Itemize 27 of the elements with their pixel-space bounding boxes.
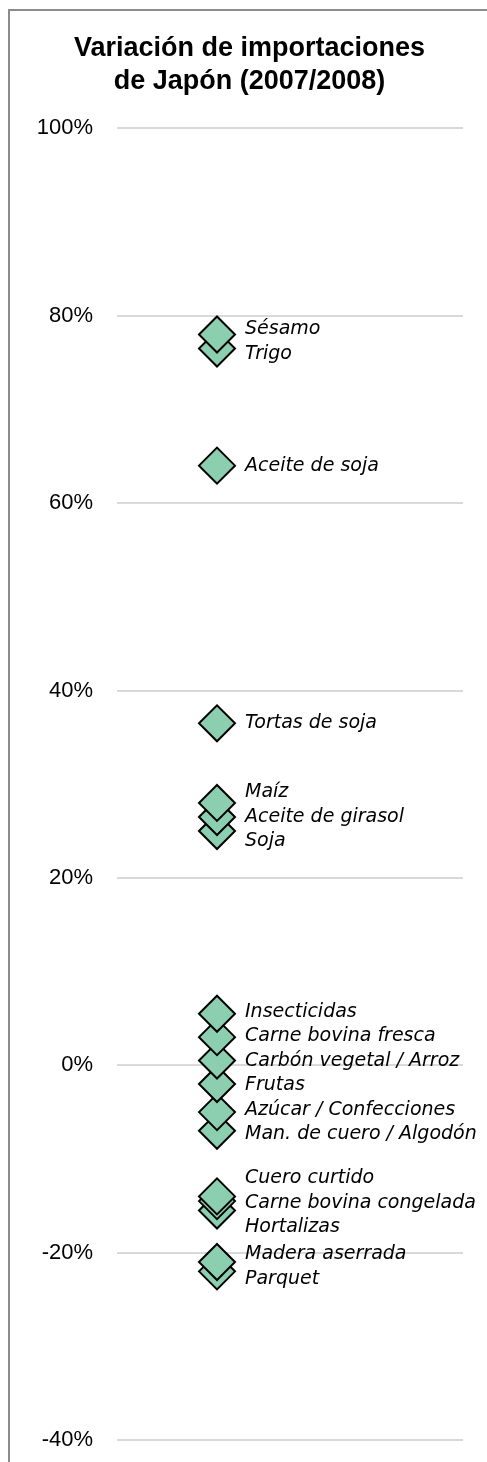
- series-label: Aceite de girasol: [243, 803, 405, 826]
- series-label: Tortas de soja: [245, 710, 377, 733]
- y-tick-label: 20%: [48, 863, 93, 889]
- series-label: Maíz: [245, 779, 290, 802]
- series-label: Carne bovina fresca: [245, 1023, 436, 1046]
- y-tick-label: 100%: [36, 114, 93, 140]
- series-label: Cuero curtido: [245, 1165, 375, 1188]
- y-tick-label: -20%: [41, 1238, 93, 1264]
- series-label: Hortalizas: [245, 1214, 340, 1237]
- series-label: Carne bovina congelada: [245, 1189, 476, 1212]
- y-tick-label: 40%: [48, 676, 93, 702]
- y-tick-label: 0%: [61, 1051, 93, 1077]
- series-label: Sésamo: [245, 316, 321, 339]
- y-tick-label: 80%: [48, 301, 93, 327]
- series-label: Trigo: [245, 340, 292, 363]
- y-tick-label: -40%: [41, 1426, 93, 1452]
- series-label: Azúcar / Confecciones: [243, 1096, 456, 1119]
- series-label: Aceite de soja: [243, 452, 379, 475]
- y-tick-label: 60%: [48, 489, 93, 515]
- series-label: Parquet: [245, 1265, 321, 1288]
- series-label: Frutas: [245, 1072, 305, 1095]
- series-label: Soja: [245, 828, 286, 851]
- chart-title: Variación de importaciones de Japón (2007/2008): [73, 31, 426, 95]
- series-label: Insecticidas: [245, 998, 357, 1021]
- series-label: Carbón vegetal / Arroz: [245, 1047, 461, 1070]
- series-label: Madera aserrada: [245, 1241, 407, 1264]
- series-label: Man. de cuero / Algodón: [245, 1121, 477, 1144]
